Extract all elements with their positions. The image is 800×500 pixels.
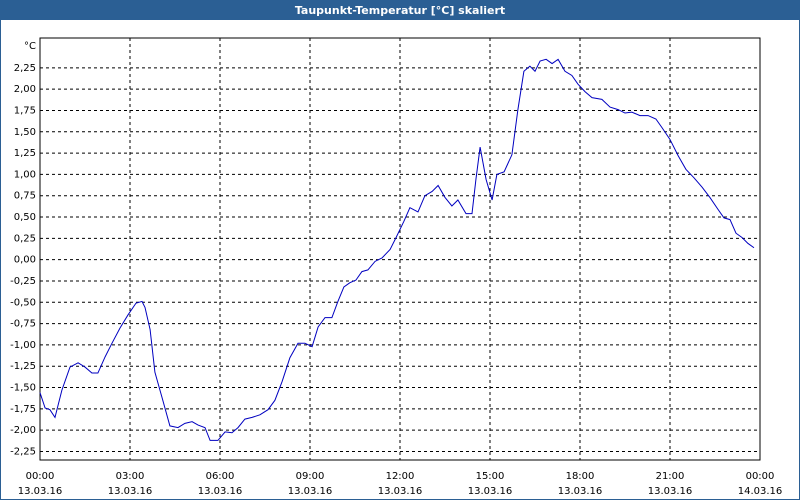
x-tick-date: 13.03.16 (108, 486, 153, 497)
x-tick-label: 18:00 (566, 471, 595, 482)
x-tick-label: 21:00 (656, 471, 685, 482)
y-tick-label: -2,00 (10, 425, 36, 436)
y-tick-label: 0,50 (14, 212, 36, 223)
y-tick-label: -2,25 (10, 446, 36, 457)
y-tick-label: 0,25 (14, 233, 36, 244)
x-tick-date: 13.03.16 (198, 486, 243, 497)
y-tick-label: 0,00 (14, 255, 36, 266)
x-tick-date: 13.03.16 (18, 486, 63, 497)
y-tick-label: -1,00 (10, 340, 36, 351)
x-tick-date: 13.03.16 (288, 486, 333, 497)
y-tick-label: 1,25 (14, 148, 36, 159)
y-tick-label: 1,75 (14, 105, 36, 116)
data-line (39, 58, 755, 441)
y-tick-label: -0,25 (10, 276, 36, 287)
y-tick-label: 0,75 (14, 191, 36, 202)
y-tick-label: 1,00 (14, 169, 36, 180)
x-tick-label: 09:00 (296, 471, 325, 482)
x-tick-date: 13.03.16 (648, 486, 693, 497)
y-tick-label: 2,25 (14, 63, 36, 74)
x-tick-date: 13.03.16 (468, 486, 513, 497)
x-tick-label: 06:00 (206, 471, 235, 482)
y-tick-label: -1,75 (10, 404, 36, 415)
title-bar: Taupunkt-Temperatur [°C] skaliert (1, 1, 799, 20)
x-tick-date: 13.03.16 (558, 486, 603, 497)
y-tick-label: -0,50 (10, 297, 36, 308)
x-tick-label: 12:00 (386, 471, 415, 482)
x-tick-label: 00:00 (26, 471, 55, 482)
y-unit: °C (24, 41, 36, 52)
y-tick-label: 2,00 (14, 84, 36, 95)
x-tick-label: 15:00 (476, 471, 505, 482)
y-tick-label: -1,50 (10, 383, 36, 394)
x-tick-date: 13.03.16 (378, 486, 423, 497)
y-tick-label: 1,50 (14, 127, 36, 138)
y-tick-label: -0,75 (10, 319, 36, 330)
x-tick-date: 14.03.16 (738, 486, 783, 497)
x-tick-label: 03:00 (116, 471, 145, 482)
y-tick-label: -1,25 (10, 361, 36, 372)
x-tick-label: 00:00 (746, 471, 775, 482)
